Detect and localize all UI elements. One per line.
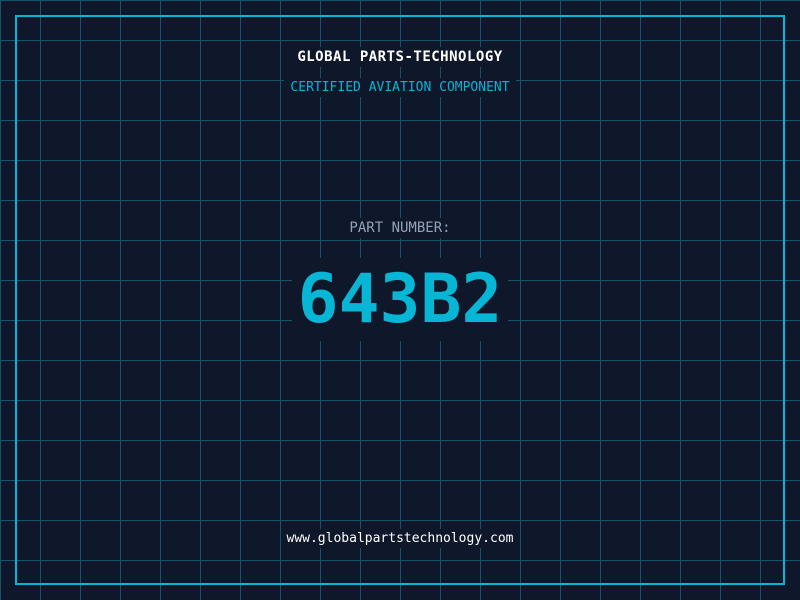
part-label-text: PART NUMBER: <box>343 218 457 238</box>
border-frame <box>15 15 785 585</box>
company-name: GLOBAL PARTS-TECHNOLOGY <box>0 47 800 67</box>
part-number: 643B2 <box>0 258 800 341</box>
certification-subtitle: CERTIFIED AVIATION COMPONENT <box>0 78 800 97</box>
website-url: www.globalpartstechnology.com <box>0 529 800 548</box>
website-text[interactable]: www.globalpartstechnology.com <box>280 529 520 548</box>
company-name-text: GLOBAL PARTS-TECHNOLOGY <box>291 47 509 67</box>
subtitle-text: CERTIFIED AVIATION COMPONENT <box>284 78 516 97</box>
part-number-value: 643B2 <box>291 258 509 341</box>
part-number-label: PART NUMBER: <box>0 218 800 238</box>
